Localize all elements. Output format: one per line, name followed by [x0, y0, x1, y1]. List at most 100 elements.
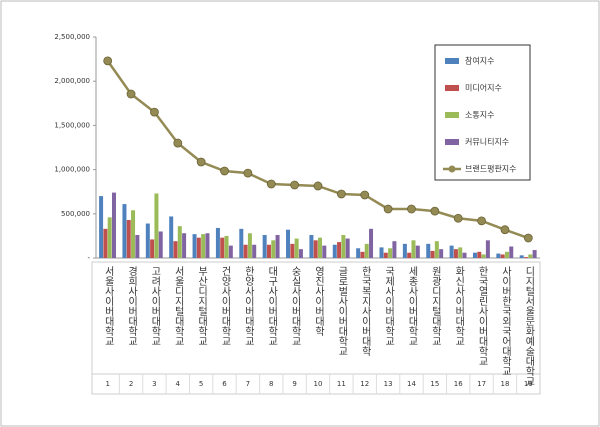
bar [453, 249, 458, 258]
category-number: 13 [384, 380, 393, 388]
bar [154, 193, 159, 258]
legend-label: 커뮤니티지수 [465, 137, 509, 147]
bar [271, 240, 276, 258]
line-marker [313, 181, 323, 191]
x-tick-label: 한국복지사이버대학 [359, 266, 371, 357]
line-marker [196, 157, 206, 167]
bar [158, 231, 163, 258]
bar [262, 235, 267, 258]
bar [458, 247, 463, 258]
line-marker [243, 168, 253, 178]
bar [196, 237, 201, 258]
bar [407, 252, 412, 258]
x-tick-label: 서울사이버대학교 [102, 266, 114, 346]
x-tick-label: 대구사이버대학교 [266, 266, 278, 346]
x-tick-label: 사이버한국외국어대학교 [499, 266, 511, 376]
bar [220, 237, 225, 258]
x-tick-label: 건양사이버대학교 [219, 266, 231, 346]
bar [215, 227, 220, 258]
line-marker [173, 138, 183, 148]
bar [275, 235, 280, 258]
bar [286, 229, 291, 258]
line-marker [150, 107, 159, 117]
x-tick-label: 세종사이버대학교 [406, 266, 418, 346]
bar [462, 252, 467, 258]
bar [322, 245, 327, 258]
category-number: 14 [407, 380, 416, 388]
bar [247, 233, 252, 258]
bar [99, 196, 104, 258]
bar [356, 248, 361, 258]
y-tick-label: 500,000 [61, 210, 90, 218]
line-marker [126, 89, 136, 99]
bar [107, 217, 112, 258]
x-tick-label: 한양사이버대학교 [242, 266, 254, 346]
x-tick-label: 고려사이버대학교 [149, 266, 161, 346]
x-tick-label: 서울디지털대학교 [172, 266, 184, 346]
line-marker [220, 166, 229, 176]
bar [528, 254, 533, 258]
label-table [91, 261, 541, 395]
bar [500, 254, 505, 258]
line-marker [430, 206, 440, 216]
category-number: 17 [477, 380, 486, 388]
category-number: 16 [454, 380, 463, 388]
bar [239, 228, 244, 258]
line-marker [360, 190, 370, 200]
y-tick-label: 2,000,000 [54, 77, 90, 85]
bar [290, 243, 295, 258]
x-tick-label: 화신사이버대학교 [453, 266, 465, 346]
bar [496, 253, 501, 258]
legend-label: 참여지수 [465, 56, 494, 66]
x-tick-label: 영진사이버대학 [313, 266, 325, 337]
bar [103, 228, 108, 258]
bar [318, 237, 322, 258]
bar [383, 252, 388, 258]
legend-swatch [445, 58, 459, 64]
bar [369, 228, 374, 258]
category-number: 5 [199, 380, 203, 388]
line-marker [523, 233, 533, 243]
line-marker [266, 179, 276, 189]
legend-swatch [445, 85, 459, 91]
x-tick-label: 국제사이버대학교 [383, 266, 395, 346]
bar [228, 245, 233, 258]
bar [360, 251, 365, 258]
category-number: 2 [129, 380, 133, 388]
bar [252, 244, 257, 258]
line-marker [407, 204, 416, 214]
bar [485, 240, 490, 258]
bar [294, 238, 299, 258]
bar [434, 241, 439, 258]
bar [402, 243, 407, 258]
bar [524, 257, 529, 258]
category-number: 3 [152, 380, 156, 388]
bar [472, 252, 477, 258]
category-number: 19 [524, 380, 533, 388]
category-number: 7 [246, 380, 250, 388]
category-number: 15 [430, 380, 439, 388]
line-marker [336, 189, 346, 199]
bar [426, 243, 431, 258]
line-marker [383, 204, 393, 214]
bar [332, 244, 337, 258]
bar [532, 250, 537, 258]
category-number: 4 [176, 380, 181, 388]
category-number: 6 [222, 380, 227, 388]
legend-swatch [445, 112, 459, 118]
x-tick-label: 원광디지털대학교 [429, 266, 441, 346]
bar [145, 223, 150, 258]
bar [309, 235, 314, 258]
category-number: 11 [337, 380, 346, 388]
bar [415, 245, 420, 258]
legend-swatch [445, 139, 459, 145]
x-tick-label: 경희사이버대학교 [126, 265, 138, 346]
bar [135, 235, 140, 258]
bar [519, 255, 524, 258]
bar [379, 247, 384, 258]
bar [177, 226, 182, 258]
y-tick-label: 1,500,000 [54, 121, 90, 129]
bar [243, 244, 248, 258]
bar [224, 235, 229, 258]
